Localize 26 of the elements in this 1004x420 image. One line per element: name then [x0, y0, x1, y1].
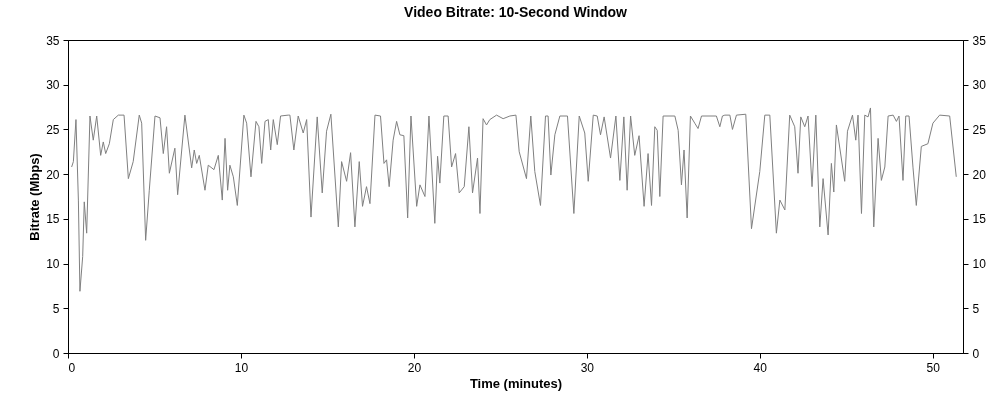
x-tick-label: 10	[234, 360, 249, 375]
y2-tick-label: 10	[972, 257, 987, 272]
y2-tick-label: 25	[972, 122, 987, 137]
y2-tick-label: 15	[972, 212, 987, 227]
x-tick-label: 30	[580, 360, 595, 375]
y2-tick-label: 0	[972, 346, 980, 361]
y2-tick-label: 30	[972, 78, 987, 93]
y2-tick-label: 5	[972, 301, 980, 316]
y-tick-label: 10	[46, 257, 60, 272]
y-tick-label: 5	[52, 301, 60, 316]
y-tick-label: 30	[46, 78, 60, 93]
x-tick-label: 50	[926, 360, 941, 375]
x-tick-label: 0	[68, 360, 76, 375]
x-axis-title: Time (minutes)	[469, 375, 563, 391]
line-series	[71, 107, 957, 292]
y-tick-label: 15	[46, 212, 60, 227]
y-axis-title: Bitrate (Mbps)	[27, 153, 43, 241]
x-tick-label: 40	[753, 360, 768, 375]
y-tick-label: 0	[52, 346, 60, 361]
y-tick-label: 35	[46, 33, 60, 48]
y-tick-label: 25	[46, 122, 60, 137]
y-tick-label: 20	[46, 167, 60, 182]
x-tick-label: 20	[407, 360, 422, 375]
y2-tick-label: 35	[972, 33, 987, 48]
y2-tick-label: 20	[972, 167, 987, 182]
chart-title: Video Bitrate: 10-Second Window	[404, 4, 628, 20]
